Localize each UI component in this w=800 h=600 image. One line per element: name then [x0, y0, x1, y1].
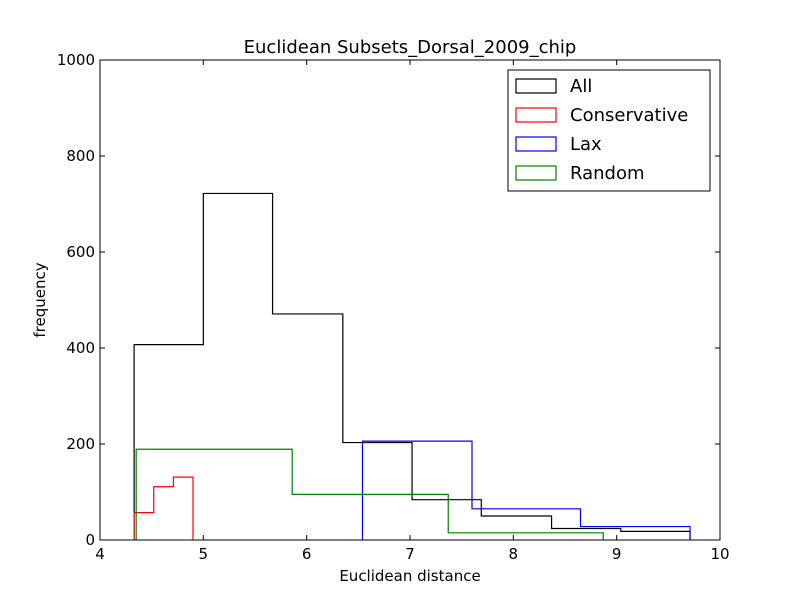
legend-label-all: All — [570, 76, 592, 97]
y-tick-label: 400 — [66, 339, 95, 357]
x-tick-label: 9 — [612, 545, 622, 563]
y-tick-label: 200 — [66, 435, 95, 453]
legend: All Conservative Lax Random — [507, 69, 711, 192]
series-layer — [133, 192, 691, 540]
legend-box — [507, 69, 711, 192]
legend-label-lax: Lax — [570, 134, 602, 155]
x-tick-label: 6 — [302, 545, 312, 563]
legend-swatch-conservative — [515, 107, 557, 123]
histogram-series-lax — [361, 440, 691, 540]
y-axis-label: frequency — [31, 262, 49, 337]
legend-label-random: Random — [570, 163, 645, 184]
chart-title: Euclidean Subsets_Dorsal_2009_chip — [244, 37, 577, 58]
histogram-series-conservative — [133, 476, 194, 540]
y-tick-label: 800 — [66, 147, 95, 165]
legend-swatch-lax — [515, 136, 557, 152]
x-tick-label: 8 — [509, 545, 519, 563]
legend-label-conservative: Conservative — [570, 105, 688, 126]
x-tick-label: 4 — [95, 545, 105, 563]
x-tick-label: 10 — [710, 545, 729, 563]
histogram-series-all — [133, 192, 691, 540]
y-tick-label: 1000 — [57, 51, 95, 69]
x-tick-label: 7 — [405, 545, 415, 563]
histogram-series-random — [135, 448, 604, 540]
y-tick-label: 0 — [85, 531, 95, 549]
x-axis-label: Euclidean distance — [339, 567, 480, 585]
y-tick-label: 600 — [66, 243, 95, 261]
legend-swatch-all — [515, 78, 557, 94]
legend-swatch-random — [515, 165, 557, 181]
x-tick-label: 5 — [199, 545, 209, 563]
axes-layer: 4 5 6 7 8 9 10 0 200 400 600 800 1000 — [57, 51, 730, 563]
